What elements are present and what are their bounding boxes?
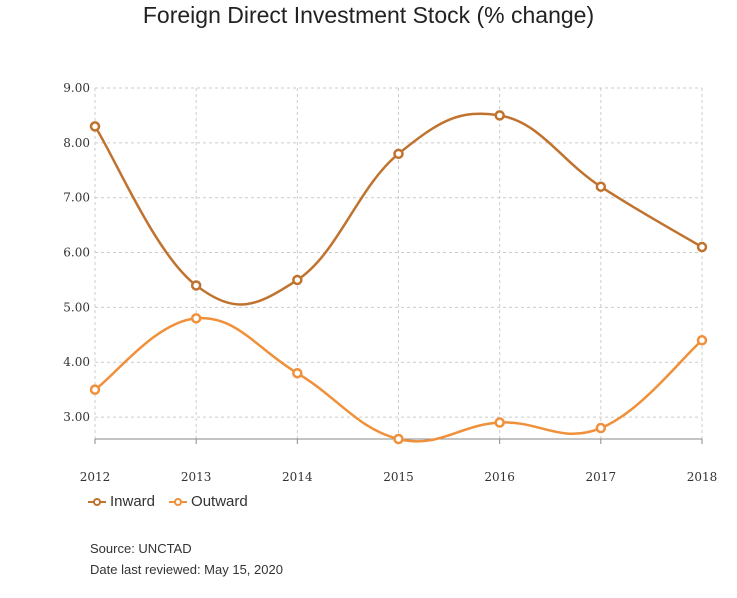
data-point-inward[interactable] xyxy=(292,274,303,286)
legend-outward-label: Outward xyxy=(191,493,248,510)
y-tick-label: 3.00 xyxy=(63,410,90,424)
x-tick-label: 2013 xyxy=(181,470,212,484)
data-point-inward[interactable] xyxy=(696,241,708,253)
legend-item-inward[interactable]: Inward xyxy=(88,493,155,510)
data-point-outward[interactable] xyxy=(292,367,303,379)
x-tick-label: 2016 xyxy=(484,470,515,484)
legend-item-outward[interactable]: Outward xyxy=(169,493,248,510)
data-point-outward[interactable] xyxy=(190,313,202,324)
legend-inward-label: Inward xyxy=(110,493,156,510)
footer: Source: UNCTAD Date last reviewed: May 1… xyxy=(90,538,283,580)
x-tick-label: 2017 xyxy=(586,470,617,484)
y-tick-label: 5.00 xyxy=(63,300,90,314)
data-point-inward[interactable] xyxy=(595,181,607,192)
data-point-inward[interactable] xyxy=(190,280,202,291)
data-point-inward[interactable] xyxy=(393,148,404,160)
legend: Inward Outward xyxy=(88,493,248,510)
source-note: Source: UNCTAD xyxy=(90,541,192,556)
data-point-inward[interactable] xyxy=(494,110,505,121)
legend-inward-marker xyxy=(88,497,106,506)
y-tick-label: 8.00 xyxy=(63,136,90,150)
x-tick-label: 2018 xyxy=(687,470,718,484)
x-tick-label: 2014 xyxy=(282,470,313,484)
y-tick-label: 6.00 xyxy=(63,246,90,260)
y-tick-label: 4.00 xyxy=(63,355,90,369)
x-axis: 2012 2013 2014 2015 2016 2017 2018 xyxy=(80,438,718,484)
date-reviewed-note: Date last reviewed: May 15, 2020 xyxy=(90,562,283,577)
chart-title: Foreign Direct Investment Stock (% chang… xyxy=(142,2,595,28)
legend-outward-marker xyxy=(169,497,188,506)
data-point-outward[interactable] xyxy=(595,422,607,434)
x-tick-label: 2012 xyxy=(80,470,111,484)
grid xyxy=(94,87,703,439)
data-point-outward[interactable] xyxy=(696,335,708,346)
x-tick-label: 2015 xyxy=(383,470,414,484)
data-point-outward[interactable] xyxy=(393,433,404,445)
y-tick-label: 7.00 xyxy=(63,191,90,205)
y-axis: 9.00 8.00 7.00 6.00 5.00 4.00 3.00 xyxy=(63,81,90,424)
data-point-outward[interactable] xyxy=(89,384,101,395)
series-markers xyxy=(89,110,708,445)
data-point-inward[interactable] xyxy=(89,121,101,132)
y-tick-label: 9.00 xyxy=(63,81,90,95)
data-point-outward[interactable] xyxy=(494,417,505,428)
